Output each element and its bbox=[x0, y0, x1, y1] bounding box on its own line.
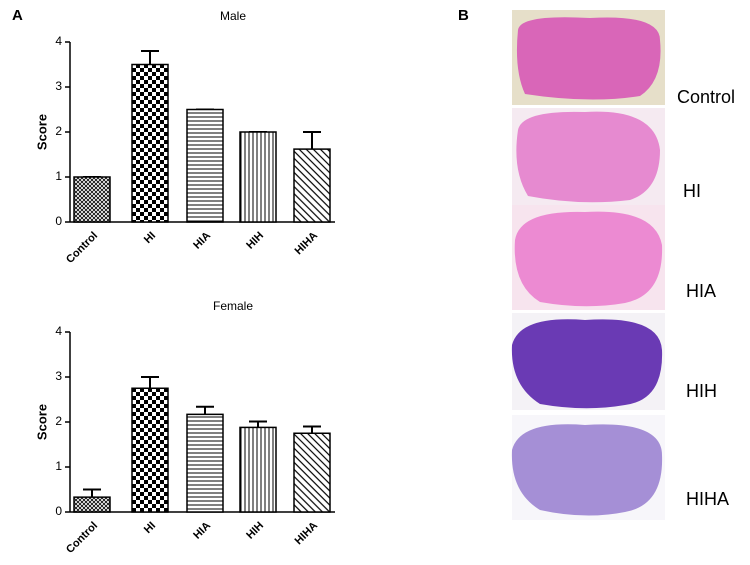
y-axis-label: Score bbox=[34, 404, 49, 440]
image-label: HIH bbox=[686, 381, 717, 401]
bar bbox=[131, 63, 169, 223]
x-tick-label: HI bbox=[142, 520, 158, 536]
chart-title: Female bbox=[213, 299, 253, 313]
x-tick-label: HI bbox=[142, 230, 158, 246]
y-tick-label: 2 bbox=[55, 124, 62, 138]
bar bbox=[131, 387, 169, 513]
bar bbox=[73, 176, 111, 223]
y-tick-label: 0 bbox=[55, 214, 62, 228]
y-tick-label: 4 bbox=[55, 34, 62, 48]
y-tick-label: 2 bbox=[55, 414, 62, 428]
bar bbox=[186, 413, 224, 513]
image-label: Control bbox=[677, 87, 735, 107]
y-tick-label: 0 bbox=[55, 504, 62, 518]
bar bbox=[239, 426, 277, 513]
bar bbox=[293, 148, 331, 223]
chart-title: Male bbox=[220, 9, 246, 23]
brain-images bbox=[511, 10, 665, 520]
x-tick-label: Control bbox=[64, 230, 100, 266]
x-tick-label: HIH bbox=[244, 520, 266, 542]
image-label: HIA bbox=[686, 281, 716, 301]
bar bbox=[239, 131, 277, 223]
image-label: HIHA bbox=[686, 489, 729, 509]
panel-label: B bbox=[458, 7, 469, 24]
bar bbox=[186, 108, 224, 223]
x-tick-label: Control bbox=[64, 520, 100, 556]
y-tick-label: 4 bbox=[55, 324, 62, 338]
x-tick-label: HIA bbox=[191, 520, 213, 542]
y-axis-label: Score bbox=[34, 114, 49, 150]
image-label: HI bbox=[683, 181, 701, 201]
y-tick-label: 3 bbox=[55, 369, 62, 383]
x-tick-label: HIHA bbox=[293, 230, 321, 258]
x-tick-label: HIA bbox=[191, 230, 213, 252]
x-tick-label: HIH bbox=[244, 230, 266, 252]
panel-label: A bbox=[12, 7, 23, 24]
y-tick-label: 3 bbox=[55, 79, 62, 93]
x-tick-label: HIHA bbox=[293, 520, 321, 548]
bar bbox=[293, 432, 331, 513]
y-tick-label: 1 bbox=[55, 459, 62, 473]
bar bbox=[73, 496, 111, 513]
y-tick-label: 1 bbox=[55, 169, 62, 183]
